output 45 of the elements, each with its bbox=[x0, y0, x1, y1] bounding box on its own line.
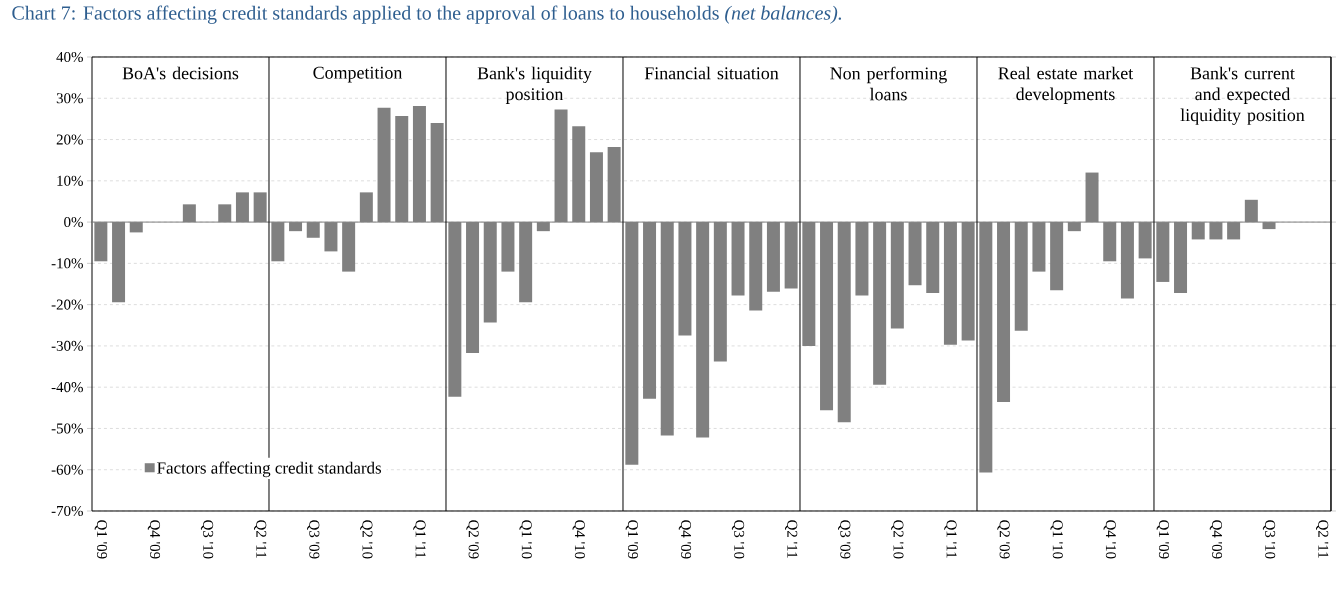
x-tick-label: Q1 '11 bbox=[413, 520, 426, 558]
x-tick-label: Q1 '09 bbox=[1156, 520, 1170, 559]
y-tick-label: 0% bbox=[64, 217, 83, 228]
y-tick-label: -50% bbox=[51, 423, 83, 434]
annotation: Bank's liquidity position bbox=[477, 66, 592, 104]
x-tick-label: Q1 '10 bbox=[1050, 520, 1063, 559]
annotation: Non performing loans bbox=[830, 66, 947, 101]
annotation: Real estate market developments bbox=[998, 66, 1134, 104]
x-tick-label: Q1 '10 bbox=[519, 520, 532, 559]
x-tick-label: Q3 '09 bbox=[838, 520, 851, 559]
x-tick-label: Q4 '10 bbox=[572, 520, 585, 559]
y-tick-label: -40% bbox=[51, 382, 83, 393]
x-tick-label: Q4 '10 bbox=[1103, 520, 1116, 559]
y-tick-label: -70% bbox=[51, 505, 83, 517]
y-tick-label: 20% bbox=[56, 134, 83, 145]
annotation: BoA's decisions bbox=[122, 66, 239, 80]
y-tick-label: -60% bbox=[51, 464, 83, 475]
x-tick-label: Q3 '10 bbox=[1262, 520, 1276, 559]
x-tick-label: Q2 '09 bbox=[997, 520, 1010, 559]
x-tick-label: Q1 '09 bbox=[625, 520, 639, 559]
x-tick-label: Q1 '11 bbox=[944, 520, 957, 558]
y-tick-label: -20% bbox=[51, 299, 83, 310]
x-tick-label: Q3 '09 bbox=[307, 520, 320, 559]
x-tick-label: Q2 '10 bbox=[360, 520, 373, 559]
y-tick-label: 40% bbox=[56, 51, 83, 63]
x-tick-label: Q2 '09 bbox=[466, 520, 479, 559]
chart-title: Chart 7: Factors affecting credit standards applied to the approval of loans to households (net balances). bbox=[12, 5, 842, 24]
x-tick-label: Q1 '09 bbox=[94, 520, 108, 559]
x-tick-label: Q2 '10 bbox=[891, 520, 904, 559]
x-tick-label: Q2 '11 bbox=[1315, 520, 1329, 558]
legend-label: Factors affecting credit standards bbox=[157, 461, 382, 478]
y-tick-label: 10% bbox=[57, 175, 83, 186]
y-tick-label: -30% bbox=[51, 340, 83, 351]
x-tick-label: Q3 '10 bbox=[200, 520, 214, 559]
x-tick-label: Q4 '09 bbox=[147, 520, 161, 559]
y-tick-label: -10% bbox=[51, 258, 83, 269]
x-tick-label: Q4 '09 bbox=[1209, 520, 1223, 559]
annotation: Bank's current and expected liquidity position bbox=[1180, 66, 1305, 125]
annotation: Competition bbox=[313, 66, 403, 83]
annotation: Financial situation bbox=[644, 66, 779, 80]
y-tick-label: 30% bbox=[56, 93, 83, 104]
x-tick-label: Q3 '10 bbox=[731, 520, 745, 559]
x-tick-label: Q2 '11 bbox=[253, 520, 267, 558]
x-tick-label: Q4 '09 bbox=[678, 520, 692, 559]
x-tick-label: Q2 '11 bbox=[784, 520, 798, 558]
